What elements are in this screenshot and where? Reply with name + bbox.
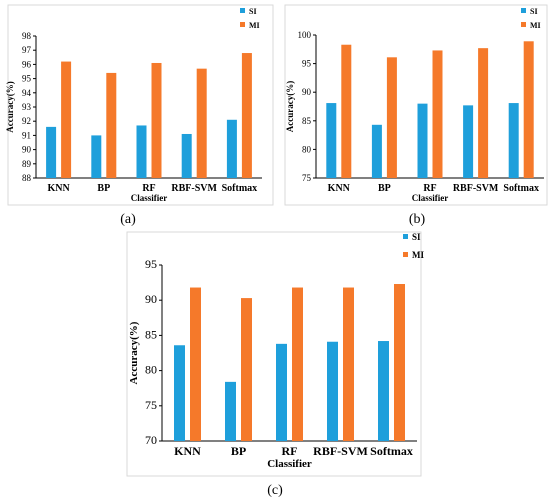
y-tick-label: 100 xyxy=(298,30,312,40)
x-category-label: RF xyxy=(282,444,298,458)
chart-panel-b: 75 80 85 90 95 100 KNN BP RF RBF-SVM Softmax Classi… xyxy=(284,4,548,227)
bar-mi-bp xyxy=(386,57,397,178)
x-category-label: BP xyxy=(231,444,246,458)
panel-caption: (c) xyxy=(267,483,283,497)
legend-label-si: SI xyxy=(249,7,257,16)
legend-swatch-mi xyxy=(240,22,245,27)
bar-si-knn xyxy=(174,345,185,441)
bar-si-rbf-svm xyxy=(463,105,474,178)
legend-swatch-mi xyxy=(403,252,408,257)
y-tick-label: 85 xyxy=(145,327,157,341)
chart-frame xyxy=(284,4,548,206)
bar-si-softmax xyxy=(226,119,237,178)
y-tick-label: 90 xyxy=(22,145,32,155)
bar-mi-softmax xyxy=(523,41,534,179)
x-category-label: RBF-SVM xyxy=(453,183,499,194)
x-category-label: Softmax xyxy=(503,183,539,194)
x-category-label: BP xyxy=(97,183,110,194)
bar-mi-bp xyxy=(106,72,117,178)
x-category-label: BP xyxy=(378,183,391,194)
y-tick-label: 96 xyxy=(22,59,32,69)
bar-mi-rf xyxy=(292,287,303,441)
x-axis-title: Classifier xyxy=(267,458,312,470)
y-tick-label: 70 xyxy=(145,433,157,447)
bar-mi-knn xyxy=(190,287,201,441)
x-category-label: RF xyxy=(142,183,155,194)
y-tick-label: 75 xyxy=(302,173,312,183)
y-axis-title: Accuracy(%) xyxy=(5,81,15,132)
legend-swatch-si xyxy=(403,234,408,239)
bar-si-softmax xyxy=(508,103,519,178)
x-category-label: Softmax xyxy=(222,183,258,194)
y-tick-label: 97 xyxy=(22,45,32,55)
y-tick-label: 95 xyxy=(302,59,312,69)
legend-label-mi: MI xyxy=(412,250,424,260)
y-tick-label: 93 xyxy=(22,102,32,112)
y-tick-label: 80 xyxy=(302,144,312,154)
bar-si-rf xyxy=(417,103,428,178)
bar-mi-softmax xyxy=(241,53,252,178)
y-tick-label: 75 xyxy=(145,398,157,412)
bar-si-bp xyxy=(225,381,236,441)
bar-mi-rbf-svm xyxy=(343,287,354,441)
y-tick-label: 89 xyxy=(22,159,32,169)
bar-mi-rf xyxy=(151,62,162,179)
legend-swatch-si xyxy=(521,8,526,13)
legend-label-si: SI xyxy=(412,232,421,242)
legend-label-mi: MI xyxy=(530,21,541,30)
y-tick-label: 90 xyxy=(145,292,157,306)
x-category-label: RBF-SVM xyxy=(313,444,368,458)
chart-frame xyxy=(126,231,422,477)
x-category-label: KNN xyxy=(174,444,201,458)
bar-mi-rf xyxy=(432,50,443,178)
x-axis-title: Classifier xyxy=(131,193,168,203)
bar-mi-rbf-svm xyxy=(478,48,489,178)
bar-si-softmax xyxy=(378,341,389,441)
bar-si-rf xyxy=(136,125,147,178)
bar-si-rf xyxy=(276,343,287,441)
legend-label-mi: MI xyxy=(249,21,260,30)
bar-mi-rbf-svm xyxy=(196,68,207,178)
chart-panel-a: 88 89 90 91 92 93 94 95 96 97 98 KNN BP RF RBF-SVM Soft… xyxy=(5,4,274,227)
y-tick-label: 85 xyxy=(302,116,312,126)
x-category-label: KNN xyxy=(328,183,351,194)
legend-label-si: SI xyxy=(530,7,538,16)
bar-si-knn xyxy=(46,126,57,178)
bar-si-bp xyxy=(371,124,382,178)
y-tick-label: 80 xyxy=(145,363,157,377)
x-axis-title: Classifier xyxy=(412,193,449,203)
y-tick-label: 95 xyxy=(22,74,32,84)
y-tick-label: 88 xyxy=(22,173,32,183)
panel-caption: (b) xyxy=(409,212,426,227)
x-category-label: Softmax xyxy=(370,444,413,458)
y-tick-label: 98 xyxy=(22,31,32,41)
bar-mi-bp xyxy=(241,298,252,441)
chart-panel-c: 70 75 80 85 90 95 KNN BP RF RBF-SVM Softmax Classif… xyxy=(126,231,424,497)
bar-si-knn xyxy=(326,103,337,178)
y-tick-label: 91 xyxy=(22,130,31,140)
panel-caption: (a) xyxy=(120,212,136,227)
legend-swatch-mi xyxy=(521,22,526,27)
x-category-label: RF xyxy=(423,183,436,194)
y-tick-label: 92 xyxy=(22,116,31,126)
y-axis-title: Accuracy(%) xyxy=(128,321,140,384)
bar-si-rbf-svm xyxy=(327,341,338,441)
x-category-label: KNN xyxy=(47,183,70,194)
y-tick-label: 95 xyxy=(145,257,157,271)
bar-mi-knn xyxy=(61,61,72,179)
x-category-label: RBF-SVM xyxy=(171,183,217,194)
bar-si-bp xyxy=(91,135,102,178)
y-tick-label: 90 xyxy=(302,87,312,97)
y-axis-title: Accuracy(%) xyxy=(285,81,295,132)
bar-si-rbf-svm xyxy=(181,133,192,178)
bar-mi-knn xyxy=(341,44,352,178)
y-tick-label: 94 xyxy=(22,88,32,98)
bar-mi-softmax xyxy=(394,284,405,441)
legend-swatch-si xyxy=(240,8,245,13)
